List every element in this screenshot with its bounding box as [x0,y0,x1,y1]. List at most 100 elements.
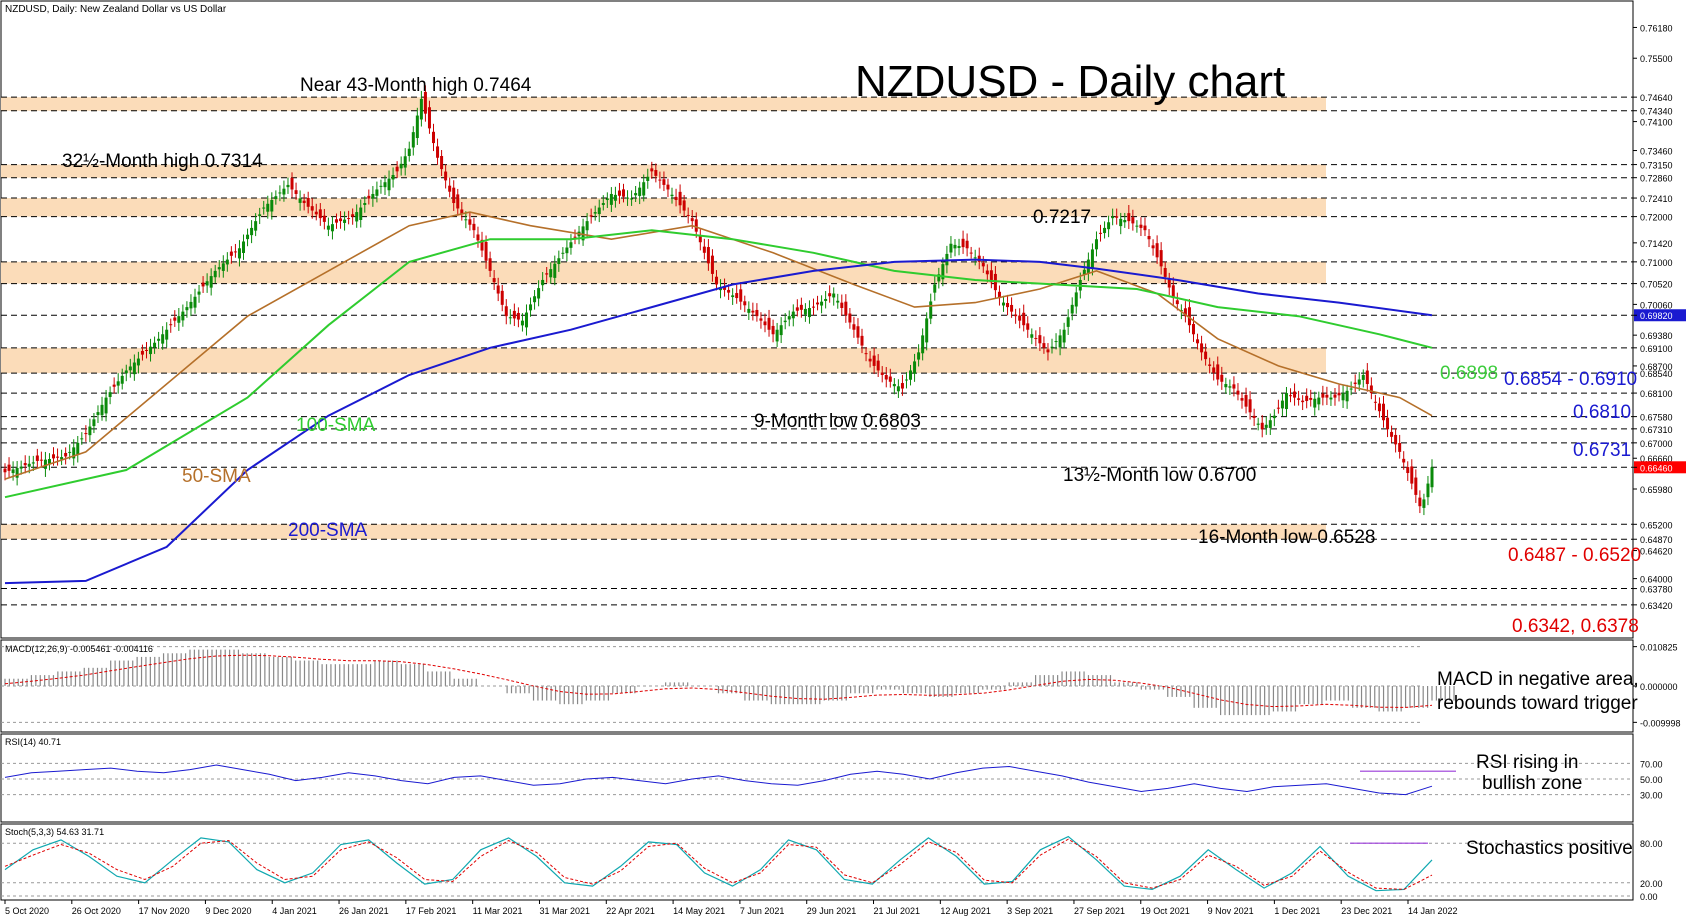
candle-body [314,211,318,215]
candle-body [27,463,31,467]
rsi-label: RSI(14) 40.71 [5,737,61,747]
candle-body [1256,423,1260,425]
candle-body [727,289,731,293]
annotation-7217: 0.7217 [1033,207,1091,228]
candle-body [1062,329,1066,343]
candle-body [407,148,411,157]
candle-body [597,207,601,215]
candle-body [739,289,743,302]
candle-body [1333,394,1337,398]
date-tick-label: 11 Mar 2021 [473,906,523,916]
candle-body [242,241,246,253]
candle-body [981,262,985,267]
candle-body [674,196,678,201]
label-50sma: 50-SMA [182,466,251,487]
price-tick-label: 0.74100 [1640,118,1673,128]
candle-body [221,263,225,271]
candle-body [1321,393,1325,398]
candle-body [444,171,448,181]
candle-body [1042,343,1046,348]
candle-body [367,195,371,199]
candle-body [832,293,836,298]
date-tick-label: 12 Aug 2021 [940,906,991,916]
candle-body [104,397,108,414]
price-tick-label: 0.73150 [1640,161,1673,171]
candle-body [904,379,908,381]
candle-body [504,306,508,317]
moving-averages [4,211,1433,585]
date-tick-label: 19 Oct 2021 [1141,906,1190,916]
candle-body [545,273,549,275]
candle-body [670,194,674,197]
candle-body [334,219,338,223]
candle-body [88,426,92,436]
candle-body [557,258,561,265]
candle-body [1196,339,1200,344]
price-tick-label: 0.69820 [1640,311,1673,321]
candle-body [310,206,314,211]
candle-body [973,257,977,259]
candle-body [678,191,682,206]
candle-body [492,278,496,283]
price-tick-label: 0.74640 [1640,93,1673,103]
price-tick-label: 0.67000 [1640,439,1673,449]
candle-body [157,338,161,341]
candle-body [989,270,993,283]
rsi-line [4,764,1433,796]
candle-body [884,375,888,380]
candle-body [1171,285,1175,299]
candle-body [411,132,415,148]
candle-body [1208,364,1212,366]
candle-body [343,219,347,223]
candle-body [399,163,403,169]
candle-body [1212,367,1216,373]
stoch-k-line [4,835,1433,892]
candle-body [807,308,811,318]
price-tick-label: 0.67310 [1640,425,1673,435]
candle-body [112,384,116,387]
candle-body [1361,374,1365,380]
candle-body [1373,401,1377,403]
candle-body [1325,394,1329,398]
zone-label-6810: 0.6810 [1573,402,1631,423]
candle-body [516,312,520,320]
price-tick-label: 0.63780 [1640,585,1673,595]
candle-body [1317,397,1321,405]
candle-body [589,215,593,217]
candle-body [811,306,815,308]
candle-body [476,234,480,241]
candle-body [233,251,237,253]
date-tick-label: 14 May 2021 [673,906,725,916]
candle-body [496,285,500,294]
candle-body [1402,458,1406,463]
sr-zone [1,164,1326,178]
candle-body [1200,343,1204,353]
candle-body [201,282,205,287]
candle-body [56,456,60,458]
candle-body [913,361,917,374]
candle-body [1289,395,1293,397]
candle-body [549,269,553,278]
candle-body [193,296,197,308]
candle-body [347,218,351,220]
candle-body [925,318,929,343]
candle-body [484,241,488,261]
candle-body [1143,225,1147,231]
candle-body [140,350,144,355]
candle-body [876,360,880,371]
candle-body [573,236,577,238]
rsi-comment-2: bullish zone [1482,773,1582,794]
candle-body [339,218,343,222]
candle-body [322,215,326,222]
candle-body [1240,398,1244,401]
candle-body [1422,499,1426,508]
candle-body [282,188,286,195]
candle-body [124,370,128,374]
candle-body [1030,334,1034,338]
candle-body [1187,307,1191,326]
label-200sma: 200-SMA [288,520,368,541]
price-tick-label: 0.68700 [1640,362,1673,372]
price-tick-label: 0.75500 [1640,54,1673,64]
candle-body [1159,250,1163,267]
